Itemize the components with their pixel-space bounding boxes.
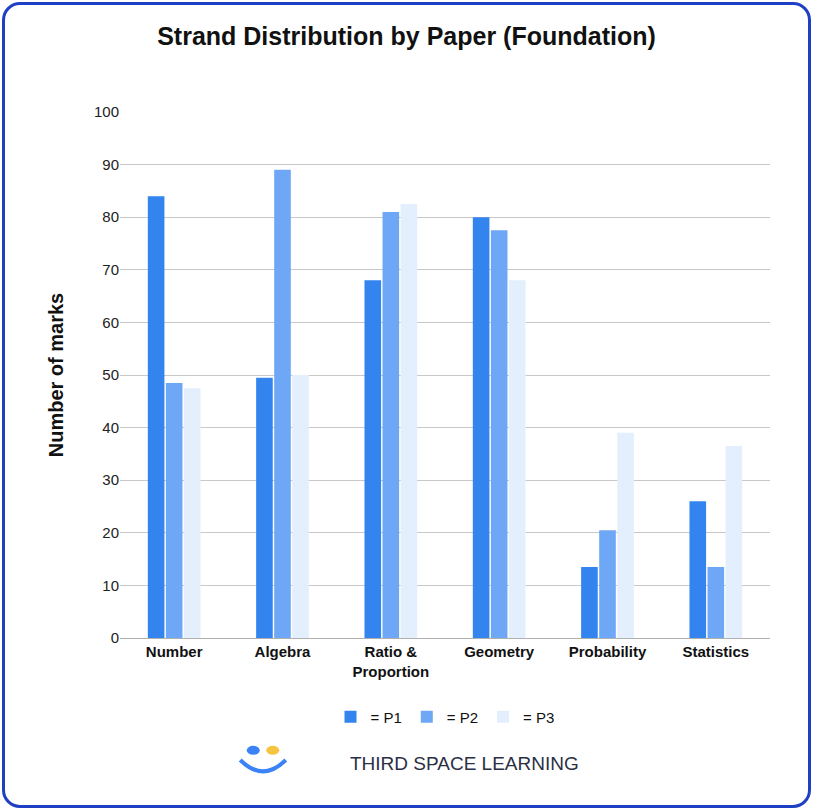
svg-text:Probability: Probability bbox=[569, 643, 647, 660]
svg-text:100: 100 bbox=[94, 103, 119, 120]
svg-text:Number of marks: Number of marks bbox=[45, 293, 67, 458]
svg-text:80: 80 bbox=[102, 208, 119, 225]
svg-text:0: 0 bbox=[111, 629, 119, 646]
svg-text:20: 20 bbox=[102, 524, 119, 541]
svg-text:Number: Number bbox=[146, 643, 203, 660]
svg-text:Geometry: Geometry bbox=[464, 643, 535, 660]
svg-text:THIRD SPACE LEARNING: THIRD SPACE LEARNING bbox=[350, 753, 579, 774]
svg-text:Algebra: Algebra bbox=[255, 643, 312, 660]
svg-text:10: 10 bbox=[102, 577, 119, 594]
svg-text:= P3: = P3 bbox=[523, 709, 554, 726]
svg-text:Statistics: Statistics bbox=[682, 643, 749, 660]
svg-text:30: 30 bbox=[102, 471, 119, 488]
svg-text:60: 60 bbox=[102, 314, 119, 331]
svg-text:Strand Distribution by Paper (: Strand Distribution by Paper (Foundation… bbox=[157, 22, 656, 50]
svg-text:= P1: = P1 bbox=[371, 709, 402, 726]
svg-text:50: 50 bbox=[102, 366, 119, 383]
svg-text:90: 90 bbox=[102, 156, 119, 173]
svg-text:70: 70 bbox=[102, 261, 119, 278]
svg-text:40: 40 bbox=[102, 419, 119, 436]
svg-text:= P2: = P2 bbox=[447, 709, 478, 726]
svg-text:Ratio &Proportion: Ratio &Proportion bbox=[353, 643, 430, 680]
